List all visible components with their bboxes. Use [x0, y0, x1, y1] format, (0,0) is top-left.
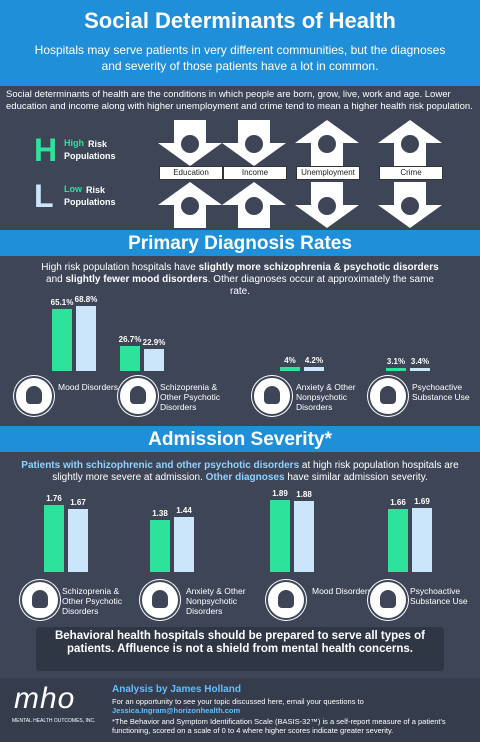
text-part: Other diagnoses	[205, 472, 285, 483]
pop-highlight: High	[64, 138, 84, 148]
bar	[52, 309, 72, 371]
icon	[368, 580, 408, 620]
icon	[20, 580, 60, 620]
section-title: Admission Severity*	[148, 429, 332, 450]
value-label: 1.88	[296, 489, 312, 499]
value-label: 65.1%	[50, 298, 74, 308]
determinant-label: Education	[159, 166, 223, 180]
bar	[386, 368, 406, 371]
icon	[252, 376, 292, 416]
text-part: have similar admission severity.	[284, 472, 428, 483]
determinant-label: Income	[223, 166, 287, 180]
section-band	[0, 426, 480, 452]
logo: mho	[14, 682, 76, 715]
diagnosis-text: High risk population hospitals have slig…	[40, 262, 440, 298]
value-label: 4%	[284, 356, 296, 366]
determinant-label: Crime	[379, 166, 443, 180]
author: Analysis by James Holland	[112, 684, 241, 695]
icon	[318, 135, 336, 153]
header	[0, 0, 480, 86]
icon	[266, 580, 306, 620]
icon	[181, 197, 199, 215]
value-label: 26.7%	[118, 334, 142, 344]
group-label: Mood Disorders	[58, 382, 118, 392]
intro: Social determinants of health are the co…	[6, 89, 473, 112]
text-part: High risk population hospitals have	[41, 262, 199, 273]
value-label: 4.2%	[304, 356, 324, 365]
bar	[280, 367, 300, 371]
icon	[368, 376, 408, 416]
text-part: . Other diagnoses occur at approximately…	[207, 274, 434, 297]
value-label: 1.76	[46, 494, 62, 504]
icon	[118, 376, 158, 416]
pop-rest: Risk Populations	[64, 185, 116, 207]
text-part: slightly more schizophrenia & psychotic …	[198, 262, 439, 273]
value-label: 1.69	[414, 496, 430, 506]
group-label: Anxiety & Other Nonpsychotic Disorders	[296, 382, 356, 412]
group-label: Schizoprenia & Other Psychotic Disorders	[62, 586, 122, 616]
severity-text: Patients with schizophrenic and other ps…	[6, 460, 474, 484]
icon	[140, 580, 180, 620]
icon	[14, 376, 54, 416]
icon	[245, 135, 263, 153]
subtitle: Hospitals may serve patients in very dif…	[34, 43, 446, 73]
bar	[388, 508, 408, 572]
bar	[294, 500, 314, 572]
text-part: slightly fewer mood disorders	[65, 274, 208, 285]
message-box	[36, 627, 444, 671]
bar	[412, 507, 432, 572]
section-title: Primary Diagnosis Rates	[128, 233, 352, 254]
value-label: 3.1%	[386, 357, 406, 367]
pop-rest: Risk Populations	[64, 139, 116, 161]
pop-highlight: Low	[64, 184, 82, 194]
company: MENTAL HEALTH OUTCOMES, INC.	[12, 718, 96, 724]
text-part: at high risk population hospitals are sl…	[52, 460, 459, 483]
value-label: 1.38	[152, 508, 168, 518]
pop-letter: H	[34, 132, 58, 168]
value-label: 1.67	[70, 497, 86, 507]
group-label: Anxiety & Other Nonpsychotic Disorders	[186, 586, 246, 616]
bar	[76, 305, 96, 371]
bar	[68, 508, 88, 572]
bar	[270, 500, 290, 572]
contact: For an opportunity to see your topic dis…	[112, 697, 364, 706]
icon	[245, 197, 263, 215]
group-label: Psychoactive Substance Use	[412, 382, 470, 402]
bar	[120, 345, 140, 371]
value-label: 1.89	[272, 489, 288, 499]
message: Behavioral health hospitals should be pr…	[54, 630, 426, 655]
bar	[144, 349, 164, 371]
bar	[410, 367, 430, 371]
footer	[0, 678, 480, 742]
group-label: Mood Disorders	[312, 586, 372, 596]
icon	[181, 135, 199, 153]
value-label: 22.9%	[142, 338, 166, 348]
group-label: Psychoactive Substance Use	[410, 586, 468, 606]
group-label: Schizoprenia & Other Psychotic Disorders	[160, 382, 220, 412]
value-label: 3.4%	[410, 356, 430, 366]
bar	[174, 517, 194, 572]
value-label: 1.44	[176, 506, 192, 516]
text-part: and	[46, 274, 66, 285]
bar	[150, 519, 170, 572]
email: Jessica.Ingram@horizonhealth.com	[112, 706, 241, 715]
pop-letter: L	[34, 178, 54, 214]
determinant-label: Unemployment	[296, 166, 360, 180]
text-part: Patients with schizophrenic and other ps…	[21, 460, 300, 471]
value-label: 68.8%	[74, 294, 98, 304]
footnote: *The Behavior and Symptom Identification…	[112, 717, 446, 735]
section-band	[0, 230, 480, 256]
bar	[44, 505, 64, 572]
icon	[401, 135, 419, 153]
icon	[401, 197, 419, 215]
icon	[318, 197, 336, 215]
value-label: 1.66	[390, 497, 406, 507]
bar	[304, 367, 324, 371]
title: Social Determinants of Health	[84, 8, 396, 33]
